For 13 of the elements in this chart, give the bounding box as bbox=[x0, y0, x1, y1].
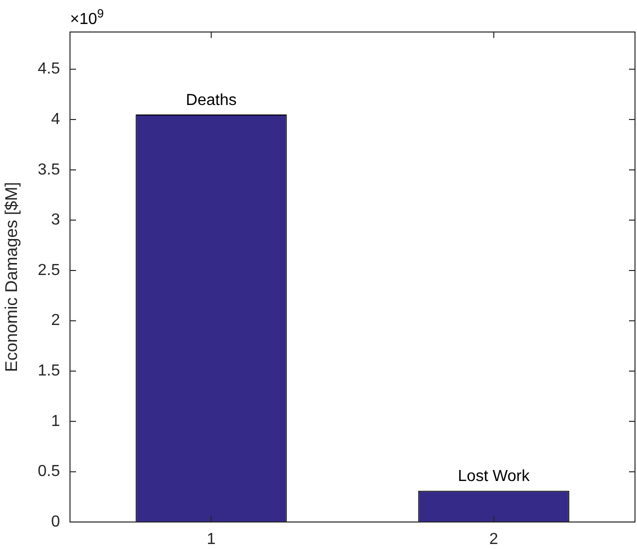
annotation: Deaths bbox=[186, 92, 237, 109]
annotation: Lost Work bbox=[458, 468, 531, 486]
y-tick-label: 0.5 bbox=[38, 463, 60, 480]
y-tick-label: 2.5 bbox=[38, 262, 60, 279]
y-tick-label: 1.5 bbox=[38, 362, 60, 380]
y-axis-title: Economic Damages [$M] bbox=[2, 182, 21, 372]
y-tick-label: 1 bbox=[51, 412, 60, 430]
y-tick-label: 4.5 bbox=[38, 60, 60, 78]
y-tick-label: 2 bbox=[51, 312, 60, 330]
y-tick-label: 3.5 bbox=[38, 161, 60, 178]
y-tick-label: 3 bbox=[51, 212, 60, 229]
y-tick-label: 0 bbox=[51, 513, 60, 530]
y-tick-label: 4 bbox=[51, 110, 60, 128]
